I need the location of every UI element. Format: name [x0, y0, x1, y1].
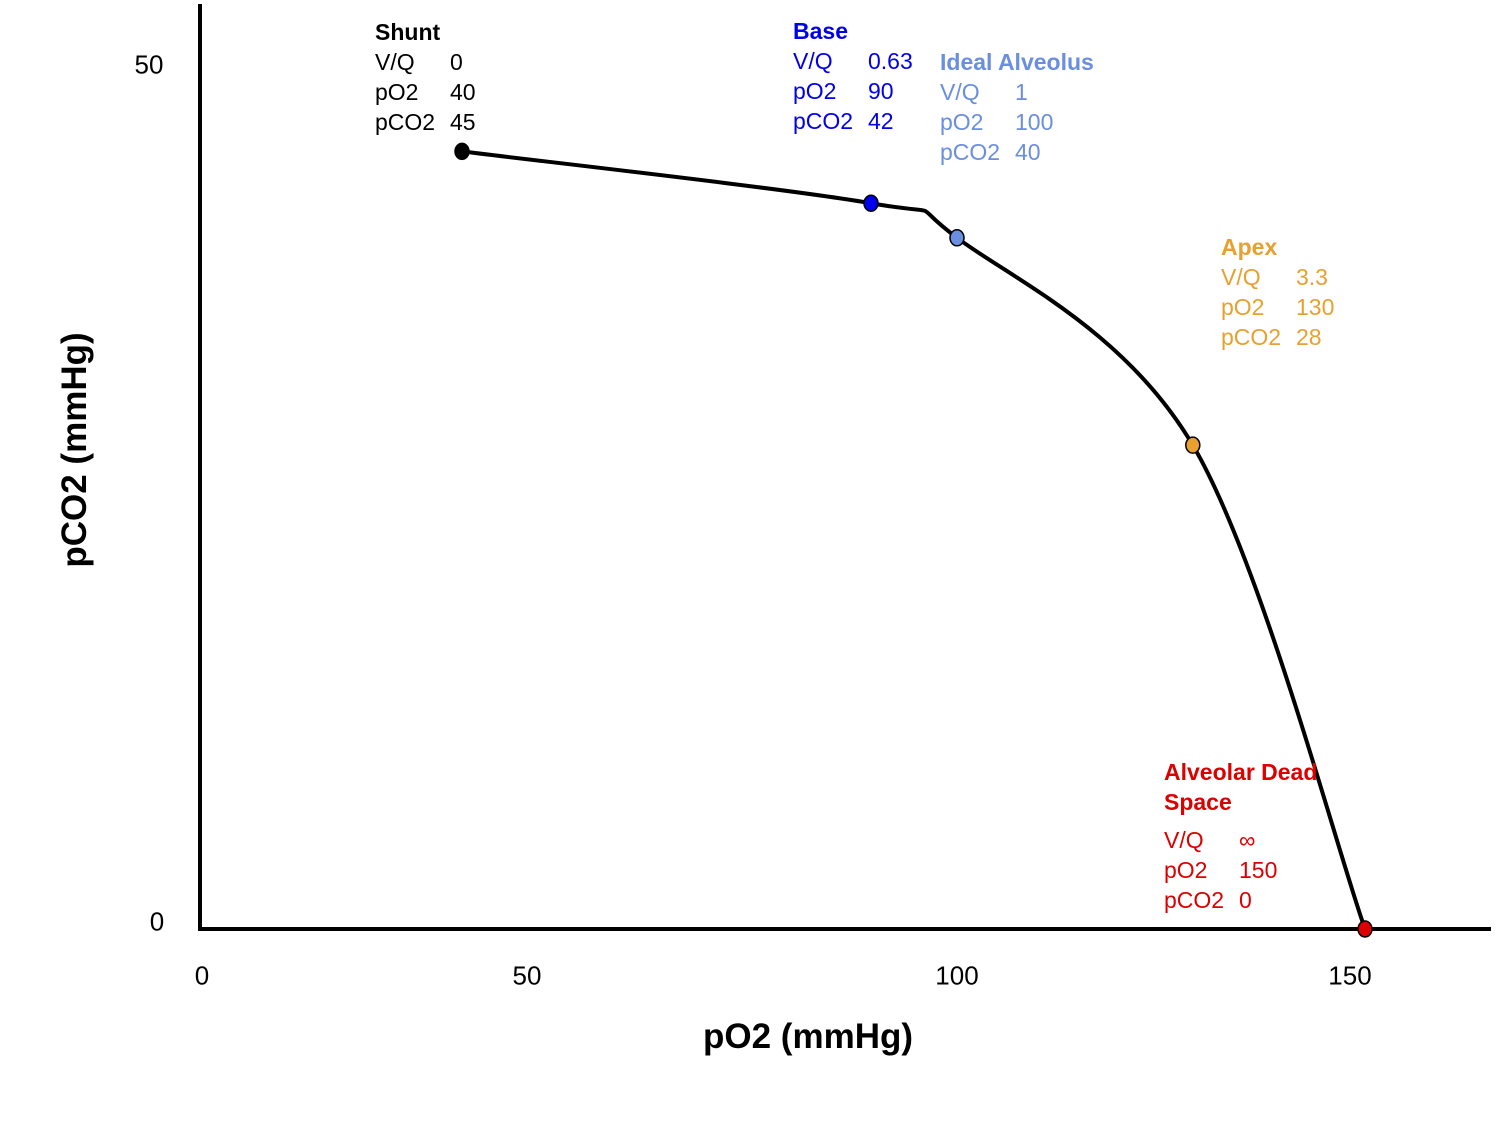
annotation-key: pCO2	[1221, 324, 1282, 350]
data-point-marker	[863, 194, 879, 212]
y-tick-label: 0	[149, 906, 165, 937]
data-point-marker	[949, 229, 965, 247]
data-point-marker	[454, 142, 470, 161]
annotation-value: 3.3	[1296, 264, 1328, 290]
data-point-marker	[1357, 920, 1373, 938]
annotation-row-po2: pO2 90	[793, 76, 913, 106]
point-title: Space	[1164, 789, 1232, 815]
annotation-key: pO2	[793, 78, 837, 104]
annotation-key: pO2	[1221, 294, 1265, 320]
annotation-value: 0	[1239, 887, 1252, 913]
point-annotation: Shunt V/Q 0 pO2 40 pCO2 45	[375, 17, 476, 137]
annotation-value: 45	[450, 109, 476, 135]
annotation-value: 1	[1015, 79, 1028, 105]
point-annotation: Alveolar Dead Space V/Q ∞ pO2 150 pCO2 0	[1164, 757, 1317, 915]
annotation-value: 100	[1015, 109, 1054, 135]
annotation-key: V/Q	[940, 79, 980, 105]
annotation-key: pO2	[1164, 857, 1208, 883]
annotation-row-po2: pO2 40	[375, 77, 476, 107]
annotation-value: 90	[868, 78, 894, 104]
annotation-row-vq: V/Q 0	[375, 47, 476, 77]
point-annotation: Apex V/Q 3.3 pO2 130 pCO2 28	[1221, 232, 1334, 352]
annotation-row-vq: V/Q ∞	[1164, 825, 1317, 855]
annotation-key: pO2	[940, 109, 984, 135]
annotation-key: pCO2	[793, 108, 854, 134]
point-annotation: Base V/Q 0.63 pO2 90 pCO2 42	[793, 16, 913, 136]
y-tick-label: 50	[134, 49, 164, 80]
point-title: Base	[793, 18, 848, 44]
annotation-row-vq: V/Q 1	[940, 77, 1094, 107]
annotation-value: 28	[1296, 324, 1322, 350]
annotation-value: 40	[1015, 139, 1041, 165]
x-tick-label: 100	[935, 960, 979, 991]
annotation-key: pO2	[375, 79, 419, 105]
annotation-row-vq: V/Q 0.63	[793, 46, 913, 76]
annotation-row-pco2: pCO2 42	[793, 106, 913, 136]
annotation-row-po2: pO2 100	[940, 107, 1094, 137]
point-annotation: Ideal Alveolus V/Q 1 pO2 100 pCO2 40	[940, 47, 1094, 167]
annotation-key: pCO2	[940, 139, 1001, 165]
annotation-row-vq: V/Q 3.3	[1221, 262, 1334, 292]
x-axis-title: pO2 (mmHg)	[703, 1017, 913, 1056]
annotation-row-pco2: pCO2 28	[1221, 322, 1334, 352]
data-point-marker	[1185, 436, 1201, 454]
annotation-key: pCO2	[375, 109, 436, 135]
annotation-value: 150	[1239, 857, 1278, 883]
annotation-key: pCO2	[1164, 887, 1225, 913]
annotation-row-pco2: pCO2 40	[940, 137, 1094, 167]
annotation-value: 40	[450, 79, 476, 105]
annotation-value: 0.63	[868, 48, 913, 74]
annotation-value: ∞	[1239, 827, 1256, 853]
point-title: Apex	[1221, 234, 1278, 260]
point-title: Ideal Alveolus	[940, 49, 1094, 75]
y-axis-title: pCO2 (mmHg)	[55, 332, 94, 568]
point-title: Shunt	[375, 19, 441, 45]
annotation-key: V/Q	[1164, 827, 1204, 853]
annotation-key: V/Q	[793, 48, 833, 74]
x-tick-label: 50	[512, 960, 542, 991]
annotation-row-pco2: pCO2 0	[1164, 885, 1317, 915]
annotation-row-po2: pO2 150	[1164, 855, 1317, 885]
point-title: Alveolar Dead	[1164, 759, 1318, 785]
annotation-row-po2: pO2 130	[1221, 292, 1334, 322]
x-tick-label: 150	[1328, 960, 1372, 991]
vq-curve	[461, 149, 1367, 930]
annotation-value: 130	[1296, 294, 1335, 320]
x-tick-label: 0	[194, 960, 210, 991]
annotation-value: 42	[868, 108, 894, 134]
annotation-key: V/Q	[1221, 264, 1261, 290]
annotation-key: V/Q	[375, 49, 415, 75]
annotation-value: 0	[450, 49, 463, 75]
annotation-row-pco2: pCO2 45	[375, 107, 476, 137]
